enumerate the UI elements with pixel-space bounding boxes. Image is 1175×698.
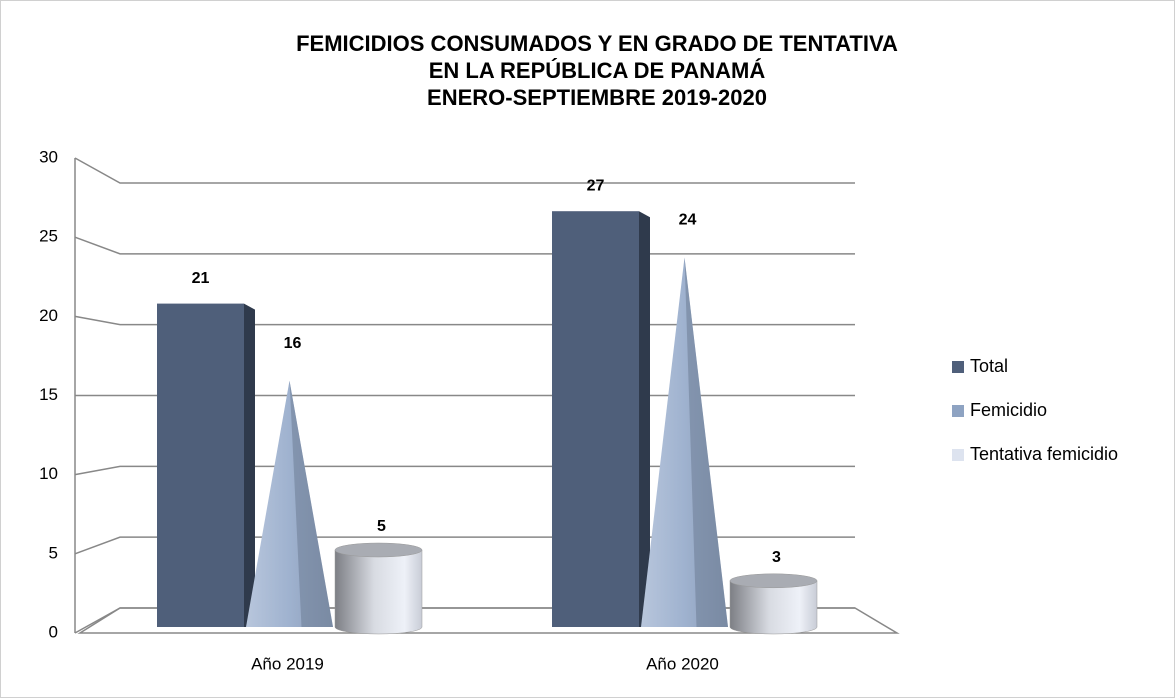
value-label: 16	[284, 335, 302, 352]
y-tick-label: 25	[39, 227, 58, 246]
y-tick-label: 30	[39, 147, 58, 166]
x-tick-label: Año 2020	[646, 654, 719, 673]
bar-side	[244, 303, 255, 627]
legend-label: Tentativa femicidio	[970, 444, 1118, 464]
y-tick-label: 0	[49, 622, 58, 641]
y-tick-label: 5	[49, 543, 58, 562]
grid-line	[74, 157, 855, 184]
cone-shade	[684, 257, 728, 627]
legend-label: Femicidio	[970, 400, 1047, 420]
y-tick-label: 15	[39, 385, 58, 404]
bar	[552, 211, 639, 627]
chart-title: FEMICIDIOS CONSUMADOS Y EN GRADO DE TENT…	[296, 31, 898, 56]
value-label: 21	[192, 270, 210, 287]
legend-swatch	[952, 405, 964, 417]
cone-shade	[289, 380, 333, 627]
y-tick-label: 20	[39, 306, 58, 325]
y-tick-label: 10	[39, 464, 58, 483]
bar	[157, 303, 244, 627]
chart-title: EN LA REPÚBLICA DE PANAMÁ	[429, 58, 766, 83]
value-label: 27	[587, 177, 605, 194]
value-label: 3	[772, 549, 781, 566]
cylinder	[729, 580, 818, 635]
value-label: 24	[679, 212, 697, 229]
legend-swatch	[952, 449, 964, 461]
value-label: 5	[377, 518, 386, 535]
legend-label: Total	[970, 356, 1008, 376]
cylinder	[334, 549, 423, 635]
bar-side	[639, 211, 650, 627]
cylinder-top	[729, 573, 818, 589]
chart-title: ENERO-SEPTIEMBRE 2019-2020	[427, 85, 767, 110]
legend-swatch	[952, 361, 964, 373]
x-tick-label: Año 2019	[251, 654, 324, 673]
cylinder-top	[334, 542, 423, 558]
